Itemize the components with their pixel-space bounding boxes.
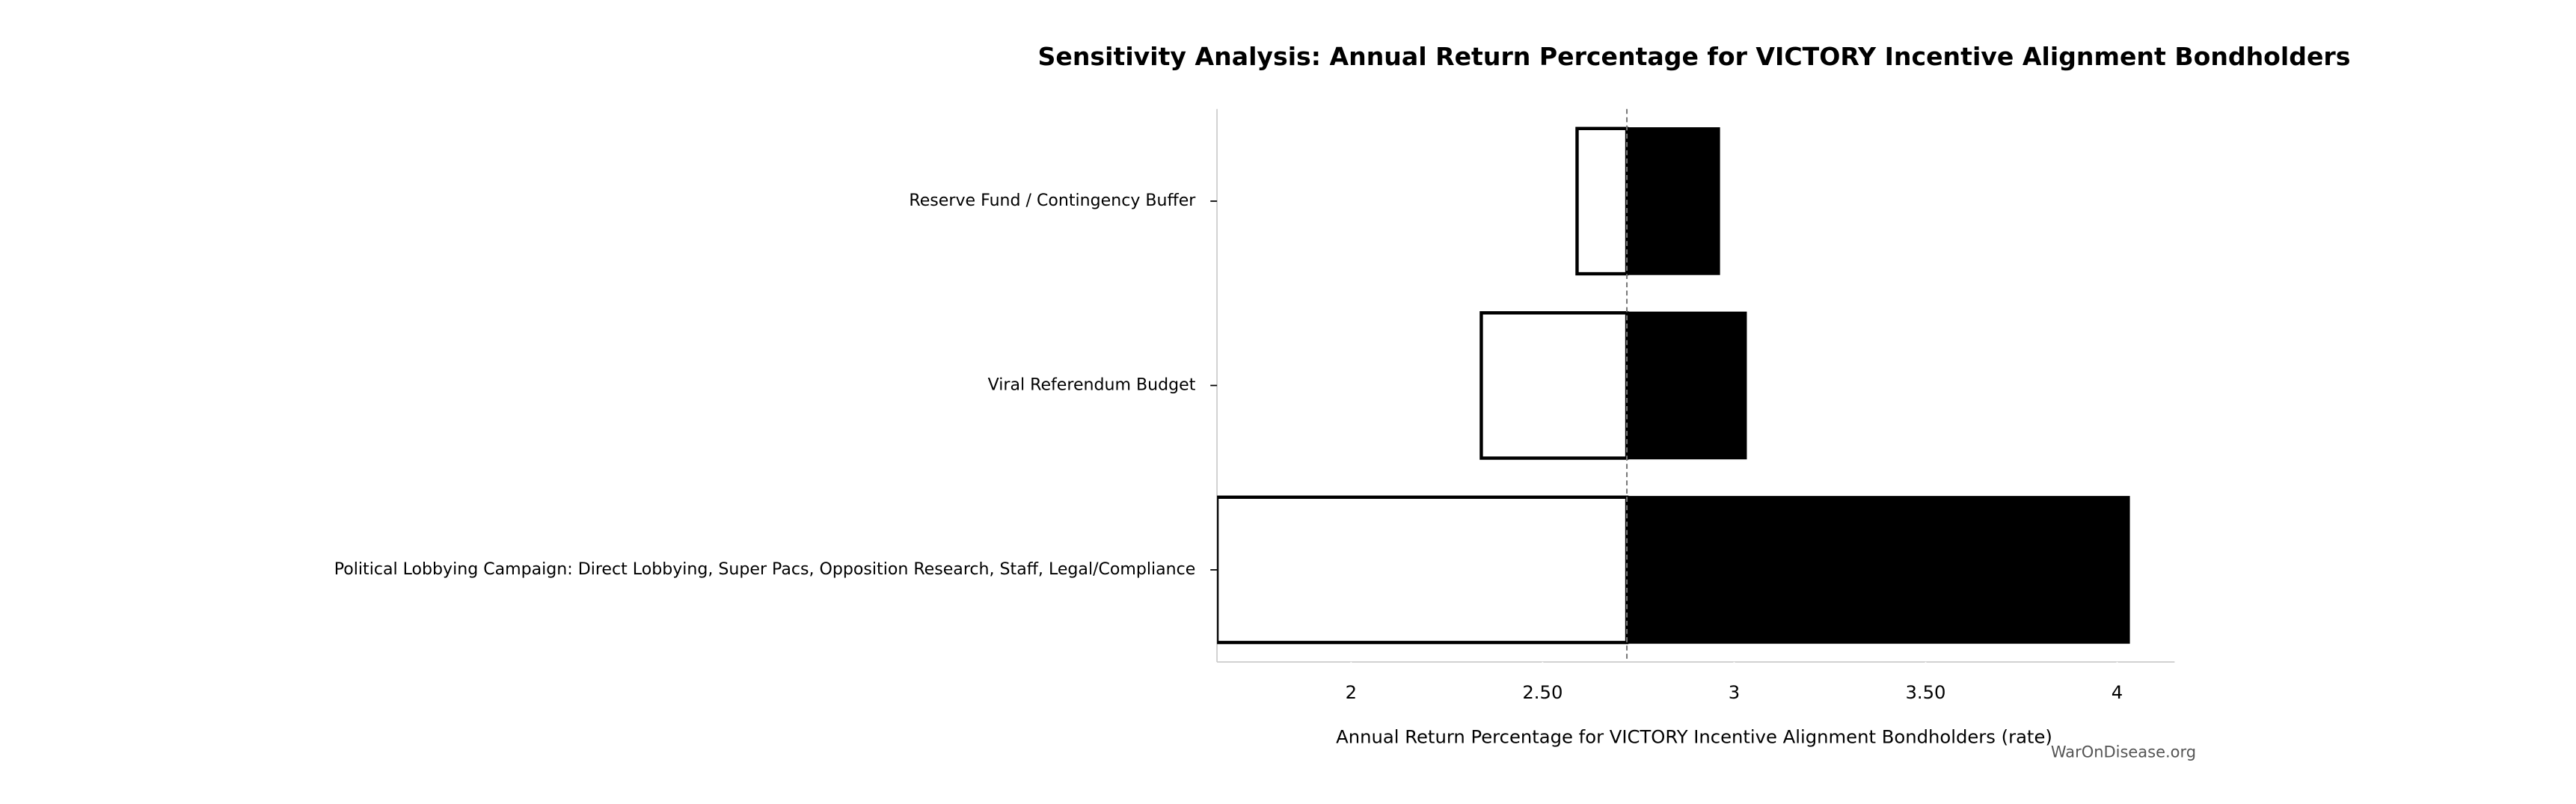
y-tick-label: Reserve Fund / Contingency Buffer	[909, 191, 1196, 210]
x-axis-label: Annual Return Percentage for VICTORY Inc…	[1336, 726, 2052, 748]
x-tick-label: 2	[1346, 681, 1357, 703]
y-tick-label: Viral Referendum Budget	[988, 375, 1196, 394]
low-bar	[1217, 495, 1629, 645]
y-tick-label: Political Lobbying Campaign: Direct Lobb…	[334, 560, 1196, 579]
watermark: WarOnDisease.org	[2051, 743, 2196, 761]
x-tick-label: 4	[2112, 681, 2123, 703]
high-bar	[1625, 311, 1747, 460]
high-bar	[1625, 496, 2130, 644]
low-bar	[1479, 311, 1629, 460]
x-tick-label: 2.50	[1522, 681, 1563, 703]
chart-title: Sensitivity Analysis: Annual Return Perc…	[1038, 42, 2351, 71]
x-tick-label: 3.50	[1905, 681, 1945, 703]
x-tick-label: 3	[1729, 681, 1740, 703]
high-bar	[1625, 127, 1720, 275]
plot-area	[1217, 126, 2130, 645]
low-bar	[1575, 126, 1629, 276]
